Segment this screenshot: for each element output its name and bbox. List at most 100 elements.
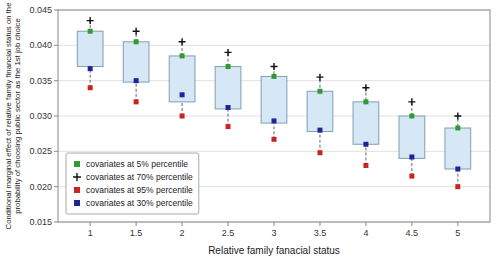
box — [77, 31, 103, 66]
point — [225, 49, 232, 56]
y-axis-label-line: probability of choosing public sector as… — [13, 18, 22, 214]
y-tick — [54, 10, 58, 11]
y-tick-label: 0.040 — [29, 40, 52, 50]
series-0 — [88, 29, 461, 131]
x-tick — [228, 222, 229, 226]
y-tick-label: 0.015 — [29, 217, 52, 227]
x-tick-label: 1 — [88, 228, 93, 238]
legend-label: covariates at 30% percentile — [86, 198, 193, 208]
point — [362, 84, 369, 91]
point — [409, 114, 414, 119]
legend-label: covariates at 70% percentile — [86, 172, 193, 182]
point — [409, 174, 414, 179]
plot-frame — [58, 10, 490, 222]
y-tick — [54, 151, 58, 152]
point — [133, 28, 140, 35]
point — [271, 63, 278, 70]
point — [409, 154, 414, 159]
x-axis: 1 1.5 2 2.5 3 3.5 4 4.5 5 — [88, 222, 461, 238]
legend: covariates at 5% percentile covariates at… — [66, 153, 199, 214]
y-tick — [54, 186, 58, 187]
point — [272, 137, 277, 142]
chart-container: 0.015 0.020 0.025 0.030 0.035 0.040 0.045 1 1.5 2… — [0, 0, 500, 260]
point — [455, 126, 460, 131]
point — [88, 29, 93, 34]
x-tick — [90, 222, 91, 226]
box — [215, 67, 241, 109]
y-axis: 0.015 0.020 0.025 0.030 0.035 0.040 0.045 — [29, 5, 58, 227]
y-tick — [54, 116, 58, 117]
point — [317, 150, 322, 155]
point — [363, 99, 368, 104]
legend-marker — [74, 161, 80, 167]
series-1 — [87, 17, 462, 119]
point — [180, 114, 185, 119]
point — [226, 124, 231, 129]
point — [88, 85, 93, 90]
x-tick — [274, 222, 275, 226]
point — [87, 17, 94, 24]
point — [272, 74, 277, 79]
y-tick — [54, 45, 58, 46]
point — [455, 184, 460, 189]
point — [134, 99, 139, 104]
y-axis-label-line: Conditional marginal effect of relative … — [4, 3, 13, 230]
grid — [58, 10, 490, 222]
point — [88, 66, 93, 71]
chart-svg: 0.015 0.020 0.025 0.030 0.035 0.040 0.045 1 1.5 2… — [0, 0, 500, 260]
legend-box — [66, 153, 199, 214]
point — [226, 64, 231, 69]
box — [445, 128, 471, 169]
x-tick-label: 4 — [363, 228, 368, 238]
point — [179, 38, 186, 45]
x-axis-label: Relative family fanacial status — [208, 245, 340, 256]
legend-label: covariates at 5% percentile — [86, 159, 188, 169]
box — [307, 91, 333, 131]
y-tick-label: 0.020 — [29, 182, 52, 192]
y-tick-label: 0.045 — [29, 5, 52, 15]
point — [408, 98, 415, 105]
x-tick — [182, 222, 183, 226]
point — [363, 142, 368, 147]
plot-background — [58, 10, 490, 222]
legend-marker — [74, 187, 80, 193]
x-tick — [457, 222, 458, 226]
legend-marker — [74, 200, 80, 206]
x-tick-label: 3 — [271, 228, 276, 238]
box — [123, 42, 149, 82]
point — [455, 167, 460, 172]
x-tick-label: 1.5 — [130, 228, 143, 238]
point — [226, 105, 231, 110]
point — [272, 118, 277, 123]
x-tick-label: 2 — [180, 228, 185, 238]
y-tick — [54, 222, 58, 223]
x-tick-label: 2.5 — [222, 228, 235, 238]
y-axis-label: Conditional marginal effect of relative … — [4, 3, 22, 230]
legend-label: covariates at 95% percentile — [86, 185, 193, 195]
point — [317, 89, 322, 94]
point — [363, 163, 368, 168]
box — [353, 102, 379, 144]
point — [180, 92, 185, 97]
y-tick-label: 0.025 — [29, 146, 52, 156]
box — [169, 56, 195, 102]
x-tick — [365, 222, 366, 226]
x-tick-label: 4.5 — [406, 228, 419, 238]
x-tick — [319, 222, 320, 226]
x-tick — [136, 222, 137, 226]
point — [316, 74, 323, 81]
data-marks — [77, 17, 470, 189]
x-tick — [411, 222, 412, 226]
legend-marker — [73, 173, 81, 181]
x-tick-label: 5 — [455, 228, 460, 238]
box — [261, 76, 287, 123]
point — [180, 53, 185, 58]
y-tick-label: 0.035 — [29, 76, 52, 86]
y-tick-label: 0.030 — [29, 111, 52, 121]
point — [134, 39, 139, 44]
x-tick-label: 3.5 — [314, 228, 327, 238]
point — [454, 113, 461, 120]
point — [317, 128, 322, 133]
y-tick — [54, 80, 58, 81]
point — [134, 78, 139, 83]
